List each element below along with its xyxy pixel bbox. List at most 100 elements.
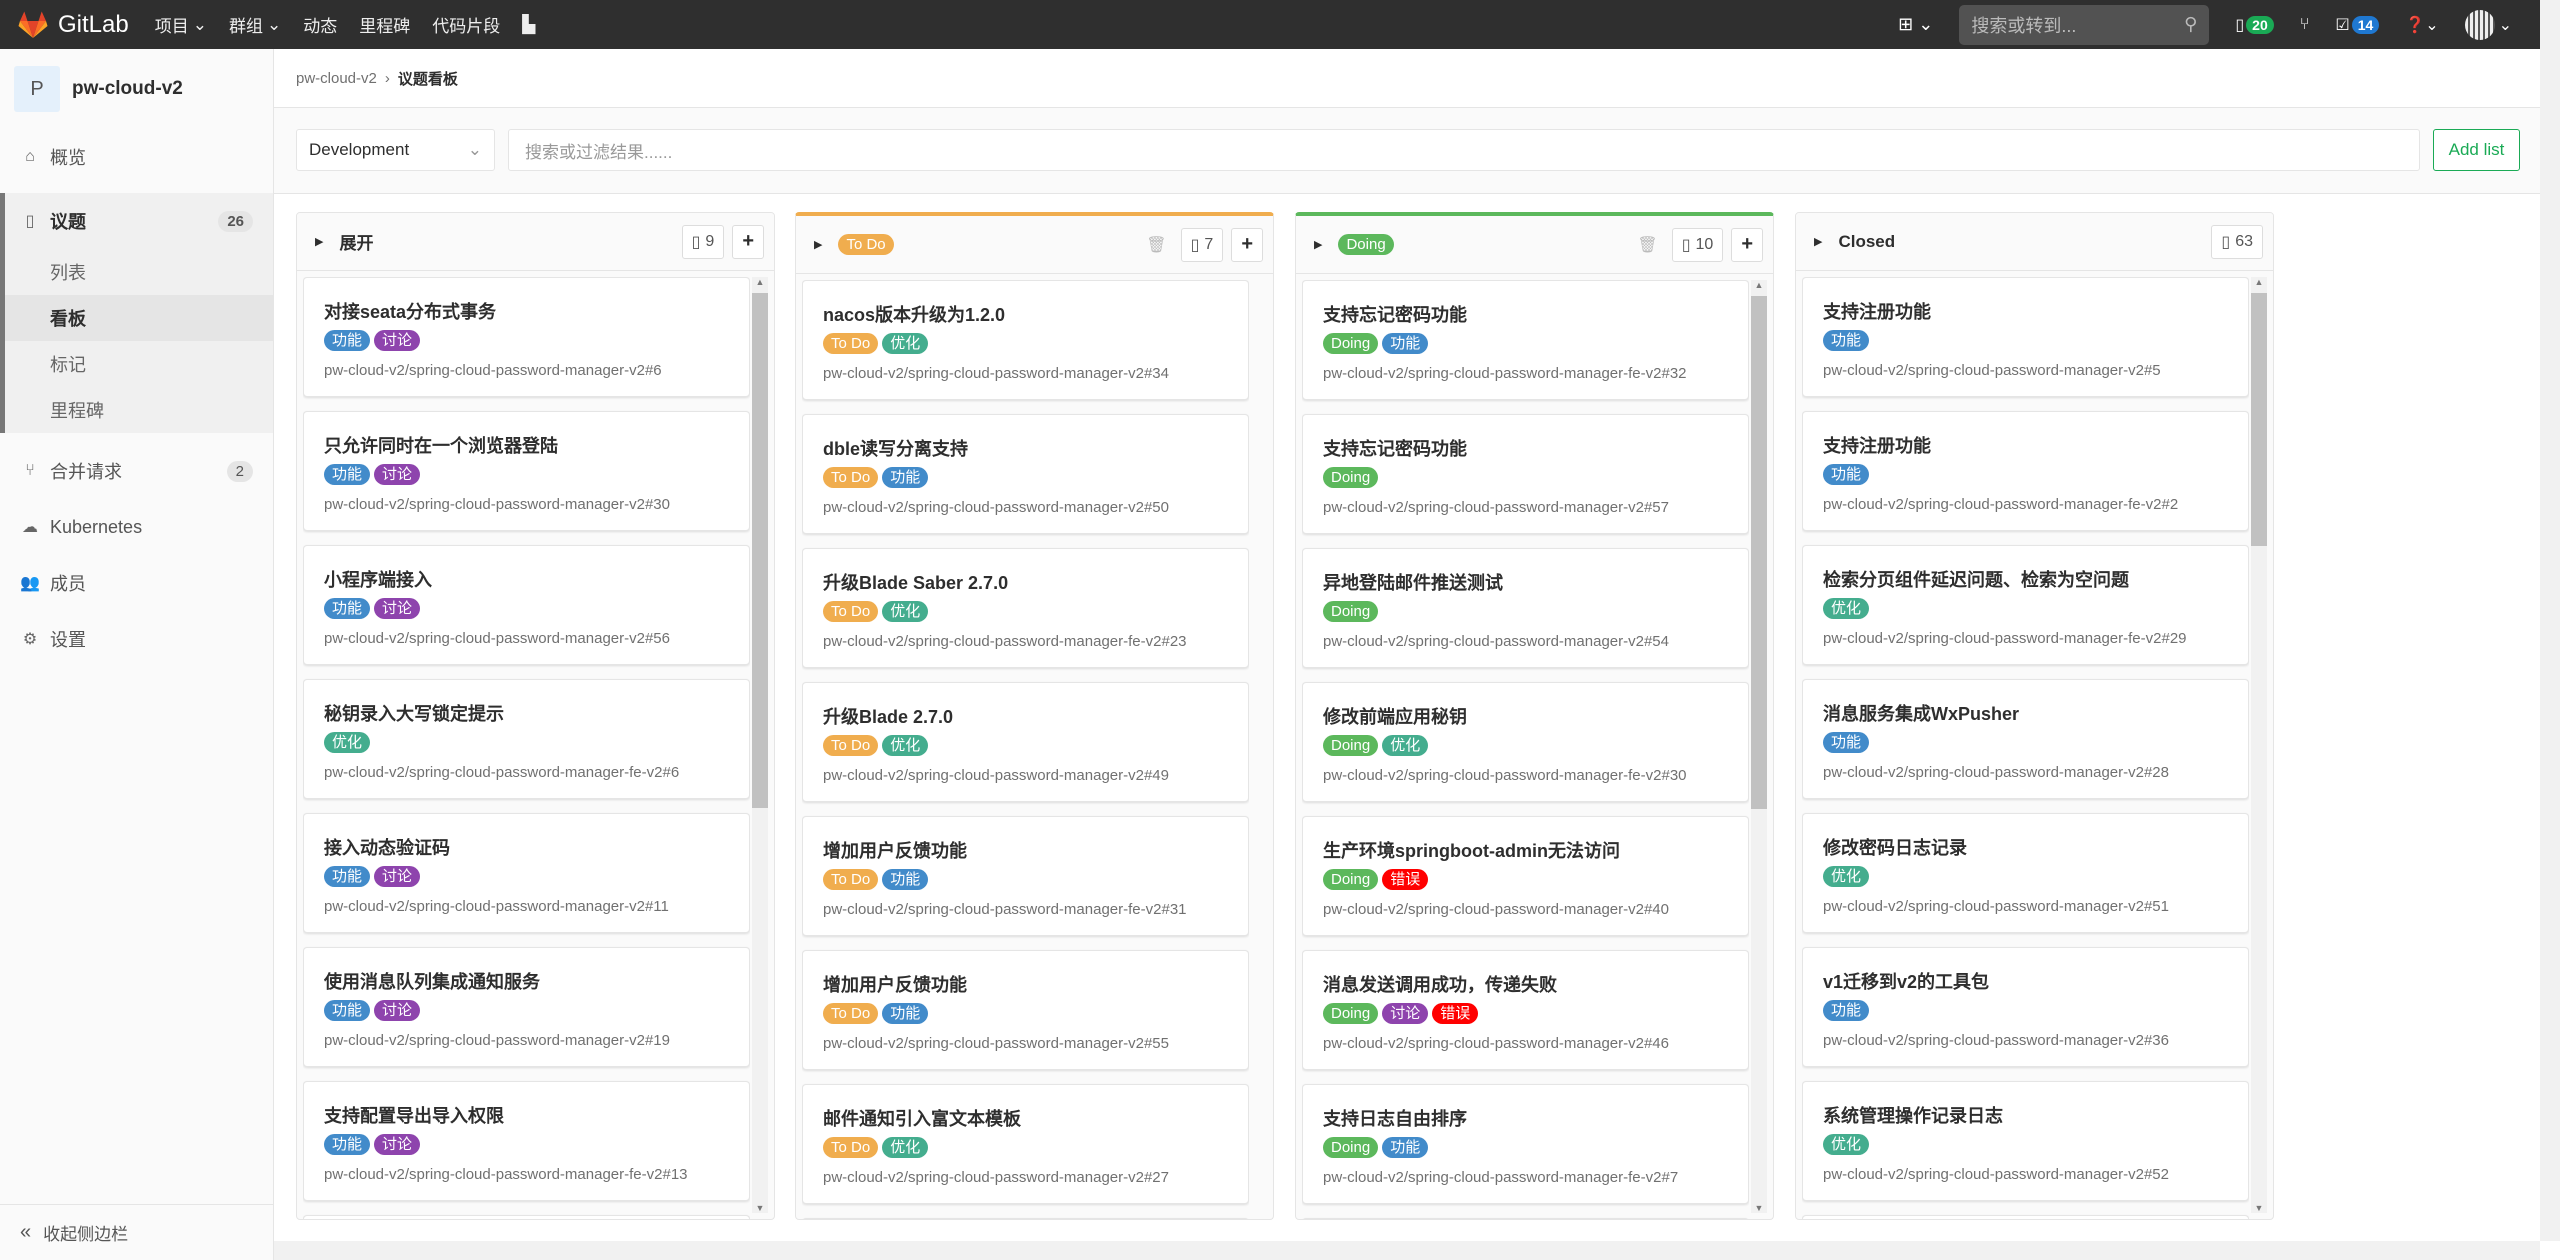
scroll-down-arrow-icon[interactable]: ▼ (1754, 1203, 1764, 1213)
add-issue-button[interactable]: + (732, 224, 764, 259)
issue-card[interactable]: 增加用户反馈功能 To Do 功能 pw-cloud-v2/spring-cloud-… (802, 950, 1249, 1070)
chart-icon[interactable]: ▙ (522, 14, 536, 34)
issue-card-partial[interactable] (1802, 1215, 2249, 1219)
issue-title[interactable]: 系统管理操作记录日志 (1823, 1106, 2003, 1126)
issue-card[interactable]: 升级Blade 2.7.0 To Do 优化 pw-cloud-v2/spring-c… (802, 682, 1249, 802)
issue-label[interactable]: 功能 (1823, 330, 1870, 351)
issue-card[interactable]: 生产环境springboot-admin无法访问 Doing 错误 pw-cloud-… (1302, 816, 1749, 936)
issue-title[interactable]: 消息服务集成WxPusher (1823, 704, 2020, 724)
user-avatar-menu[interactable]: ⌄ (2464, 9, 2512, 40)
issue-title[interactable]: 消息发送调用成功，传递失败 (1323, 975, 1557, 995)
issue-label[interactable]: 错误 (1432, 1003, 1479, 1024)
issue-label[interactable]: Doing (1323, 601, 1379, 622)
sidebar-item-merge-requests[interactable]: ⑂ 合并请求 2 (0, 443, 273, 499)
issues-shortcut[interactable]: ▯ 20 (2235, 15, 2274, 35)
nav-projects[interactable]: 项目 ⌄ (155, 12, 207, 37)
issue-title[interactable]: 增加用户反馈功能 (823, 841, 967, 861)
issue-title[interactable]: 邮件通知引入富文本模板 (823, 1109, 1021, 1129)
issue-title[interactable]: 检索分页组件延迟问题、检索为空问题 (1823, 570, 2129, 590)
project-header[interactable]: P pw-cloud-v2 (0, 49, 273, 129)
issue-title[interactable]: 小程序端接入 (324, 570, 432, 590)
issue-card[interactable]: 增加用户反馈功能 To Do 功能 pw-cloud-v2/spring-cloud-… (802, 816, 1249, 936)
nav-snippets[interactable]: 代码片段 (432, 17, 501, 36)
issue-card[interactable]: 支持注册功能 功能 pw-cloud-v2/spring-cloud-passwor… (1802, 277, 2249, 397)
issue-card[interactable]: 修改前端应用秘钥 Doing 优化 pw-cloud-v2/spring-cloud-… (1302, 682, 1749, 802)
issue-label[interactable]: 功能 (1382, 1137, 1429, 1158)
issue-label[interactable]: 优化 (882, 333, 929, 354)
issue-card[interactable]: nacos版本升级为1.2.0 To Do 优化 pw-cloud-v2/spring… (802, 280, 1249, 400)
issue-label[interactable]: 功能 (882, 869, 929, 890)
issue-label[interactable]: 优化 (882, 1137, 929, 1158)
scroll-up-arrow-icon[interactable]: ▲ (1754, 280, 1764, 290)
add-issue-button[interactable]: + (1731, 227, 1763, 262)
issue-card[interactable]: 消息发送调用成功，传递失败 Doing 讨论 错误 pw-cloud-v2/spring… (1302, 950, 1749, 1070)
issue-label[interactable]: 功能 (324, 598, 371, 619)
issue-card[interactable]: 秘钥录入大写锁定提示 优化 pw-cloud-v2/spring-cloud-pas… (303, 679, 750, 799)
issue-label[interactable]: 优化 (1823, 1134, 1870, 1155)
sidebar-item-members[interactable]: 👥 成员 (0, 555, 273, 611)
trash-icon[interactable]: 🗑 (1637, 236, 1658, 254)
issue-label[interactable]: 错误 (1382, 869, 1429, 890)
issue-label[interactable]: 功能 (324, 1134, 371, 1155)
list-scrollbar-thumb[interactable] (1751, 296, 1767, 810)
issue-label[interactable]: Doing (1323, 869, 1379, 890)
issue-title[interactable]: 支持忘记密码功能 (1323, 305, 1467, 325)
page-vertical-scrollbar[interactable] (2540, 0, 2560, 1241)
issue-label[interactable]: Doing (1323, 1137, 1379, 1158)
issue-label[interactable]: 讨论 (374, 1000, 421, 1021)
issue-title[interactable]: 修改密码日志记录 (1823, 838, 1967, 858)
sidebar-item-kubernetes[interactable]: ☁ Kubernetes (0, 499, 273, 555)
issue-card[interactable]: 对接seata分布式事务 功能 讨论 pw-cloud-v2/spring-cloud… (303, 277, 750, 397)
issue-card[interactable]: 异地登陆邮件推送测试 Doing pw-cloud-v2/spring-cloud-… (1302, 548, 1749, 668)
sidebar-sub-labels[interactable]: 标记 (50, 355, 86, 375)
issue-title[interactable]: nacos版本升级为1.2.0 (823, 305, 1006, 325)
issue-title[interactable]: dble读写分离支持 (823, 439, 969, 459)
issue-label[interactable]: To Do (823, 601, 879, 622)
issue-label[interactable]: Doing (1323, 1003, 1379, 1024)
issue-card[interactable]: 支持忘记密码功能 Doing pw-cloud-v2/spring-cloud-pa… (1302, 414, 1749, 534)
add-list-button[interactable]: Add list (2433, 129, 2520, 171)
issue-label[interactable]: To Do (823, 1137, 879, 1158)
issue-label[interactable]: Doing (1323, 735, 1379, 756)
issue-title[interactable]: 升级Blade Saber 2.7.0 (823, 573, 1009, 593)
issue-title[interactable]: 使用消息队列集成通知服务 (324, 972, 540, 992)
scroll-down-arrow-icon[interactable]: ▼ (2254, 1203, 2264, 1213)
issue-card-partial[interactable] (802, 1218, 1249, 1219)
help-icon[interactable]: ❓⌄ (2405, 16, 2439, 34)
page-horizontal-scrollbar[interactable] (274, 1241, 2540, 1260)
issue-label[interactable]: 讨论 (374, 1134, 421, 1155)
nav-groups[interactable]: 群组 ⌄ (229, 12, 281, 37)
issue-card[interactable]: 支持配置导出导入权限 功能 讨论 pw-cloud-v2/spring-cloud-p… (303, 1081, 750, 1201)
filter-search-input[interactable]: 搜索或过滤结果...... (508, 129, 2420, 171)
issue-label[interactable]: 讨论 (1382, 1003, 1429, 1024)
sidebar-sub-milestones[interactable]: 里程碑 (50, 401, 104, 421)
issue-card[interactable]: 使用消息队列集成通知服务 功能 讨论 pw-cloud-v2/spring-cloud… (303, 947, 750, 1067)
issue-label[interactable]: 功能 (1823, 732, 1870, 753)
issue-card[interactable]: 接入动态验证码 功能 讨论 pw-cloud-v2/spring-cloud-pass… (303, 813, 750, 933)
issue-title[interactable]: 支持日志自由排序 (1323, 1109, 1467, 1129)
collapse-caret-icon[interactable]: ▶ (814, 239, 823, 251)
global-search-input[interactable]: 搜索或转到... ⚲ (1959, 4, 2210, 45)
list-scrollbar-thumb[interactable] (2251, 293, 2267, 546)
collapse-sidebar-button[interactable]: « 收起侧边栏 (0, 1204, 273, 1260)
collapse-caret-icon[interactable]: ▶ (1314, 239, 1323, 251)
collapse-caret-icon[interactable]: ▶ (315, 236, 324, 248)
list-scrollbar[interactable]: ▲ ▼ (2251, 277, 2267, 1213)
issue-title[interactable]: 异地登陆邮件推送测试 (1323, 573, 1503, 593)
issue-card[interactable]: 消息服务集成WxPusher 功能 pw-cloud-v2/spring-cloud… (1802, 679, 2249, 799)
issue-card-partial[interactable] (303, 1215, 750, 1219)
issue-card[interactable]: 邮件通知引入富文本模板 To Do 优化 pw-cloud-v2/spring-clo… (802, 1084, 1249, 1204)
issue-title[interactable]: 增加用户反馈功能 (823, 975, 967, 995)
issue-label[interactable]: To Do (823, 735, 879, 756)
issue-title[interactable]: 支持配置导出导入权限 (324, 1106, 504, 1126)
merge-request-icon[interactable]: ⑂ (2299, 15, 2310, 33)
board-selector-dropdown[interactable]: Development ⌄ (296, 129, 495, 171)
issue-label[interactable]: 优化 (1823, 866, 1870, 887)
issue-label[interactable]: Doing (1323, 333, 1379, 354)
nav-milestones[interactable]: 里程碑 (359, 17, 411, 36)
issue-label[interactable]: 讨论 (374, 330, 421, 351)
issue-title[interactable]: 生产环境springboot-admin无法访问 (1323, 841, 1620, 861)
gitlab-logo[interactable]: GitLab (18, 11, 129, 39)
issue-title[interactable]: 升级Blade 2.7.0 (823, 707, 954, 727)
list-scrollbar-thumb[interactable] (752, 293, 768, 808)
